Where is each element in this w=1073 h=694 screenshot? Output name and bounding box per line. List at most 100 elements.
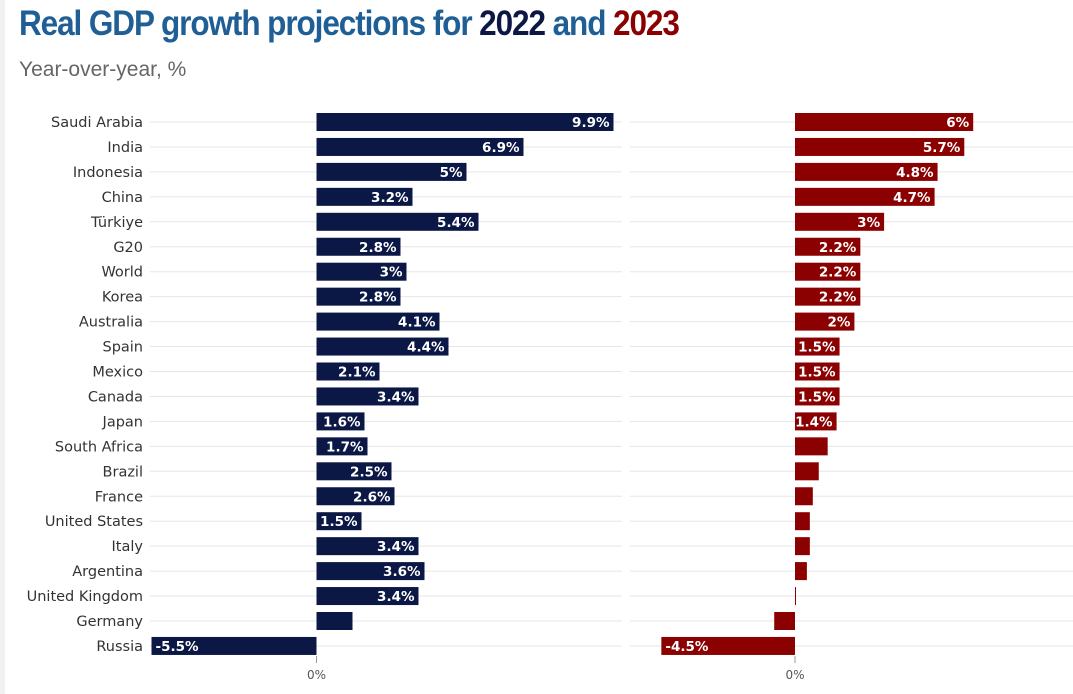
category-label: Indonesia — [73, 165, 143, 181]
category-label: G20 — [113, 240, 143, 256]
title-year-2023: 2023 — [613, 4, 680, 43]
bar-2023 — [795, 437, 828, 456]
bar-2023 — [795, 512, 810, 531]
bar-2023 — [795, 562, 807, 581]
bar-2022 — [316, 437, 368, 456]
data-label-2022: 2.8% — [359, 290, 397, 306]
bar-2022 — [316, 487, 395, 506]
category-label: Italy — [112, 539, 144, 555]
chart-title: Real GDP growth projections for 2022 and… — [19, 4, 680, 44]
bar-2023 — [795, 162, 938, 181]
bar-2023 — [795, 187, 935, 206]
data-label-2022: 3.4% — [377, 389, 415, 405]
title-and: and — [544, 4, 614, 43]
data-label-2023: 2% — [827, 315, 850, 331]
bar-2023 — [661, 636, 795, 655]
bar-2023 — [795, 537, 810, 556]
bar-2022 — [316, 362, 380, 381]
category-label: Türkiye — [90, 215, 143, 231]
bar-2022 — [316, 312, 440, 331]
data-label-2022: 4.4% — [407, 340, 445, 356]
chart-subtitle: Year-over-year, % — [19, 58, 187, 81]
data-label-2022: 4.1% — [398, 315, 436, 331]
bar-2023 — [795, 113, 974, 131]
bar-2022 — [316, 337, 449, 356]
title-year-2022: 2022 — [479, 4, 546, 43]
bar-2023 — [795, 287, 861, 306]
data-label-2023: 2.2% — [819, 290, 857, 306]
bar-2022 — [316, 162, 467, 181]
bar-2022 — [316, 187, 413, 206]
data-label-2022: 2.5% — [350, 464, 388, 480]
bar-2023 — [795, 462, 819, 481]
bar-2022 — [316, 587, 419, 606]
data-label-2023: 4.7% — [893, 190, 931, 206]
bar-2023 — [795, 212, 885, 231]
bar-2022 — [316, 137, 524, 156]
category-label: Germany — [76, 614, 143, 630]
data-label-2023: 4.8% — [896, 165, 934, 181]
data-label-2022: 2.8% — [359, 240, 397, 256]
category-label: United States — [45, 514, 143, 530]
data-label-2023: 5.7% — [923, 140, 961, 156]
data-label-2022: 3.4% — [377, 589, 415, 605]
bar-2022 — [316, 287, 401, 306]
data-label-2023: 6% — [946, 115, 969, 131]
data-label-2022: 3.4% — [377, 539, 415, 555]
data-label-2023: 2.2% — [819, 265, 857, 281]
data-label-2022: 2.1% — [338, 365, 376, 381]
bar-2023 — [774, 612, 795, 630]
category-label: India — [107, 140, 143, 156]
category-label: Korea — [102, 290, 143, 306]
category-label: Saudi Arabia — [51, 115, 143, 131]
data-label-2023: -4.5% — [665, 639, 709, 655]
bar-2022 — [151, 636, 317, 655]
category-label: Spain — [102, 340, 143, 356]
data-label-2022: 1.5% — [320, 514, 358, 530]
category-label: Japan — [102, 414, 143, 430]
category-label: France — [95, 489, 143, 505]
bar-2023 — [795, 137, 965, 156]
bar-2023 — [795, 387, 840, 406]
category-label: World — [101, 265, 143, 281]
bar-2022 — [316, 612, 353, 630]
data-label-2023: 3% — [857, 215, 880, 231]
data-label-2023: 1.5% — [798, 389, 836, 405]
bar-2023 — [795, 262, 861, 281]
title-text: Real GDP growth projections for — [19, 4, 480, 43]
zero-tick-label: 0% — [307, 668, 326, 682]
bar-2022 — [316, 212, 479, 231]
data-label-2022: 3.6% — [383, 564, 421, 580]
category-label: Argentina — [72, 564, 143, 580]
bar-2022 — [316, 412, 365, 431]
zero-tick-label: 0% — [785, 668, 804, 682]
category-label: Mexico — [92, 365, 143, 381]
bar-2022 — [316, 262, 407, 281]
data-label-2022: 3.2% — [371, 190, 409, 206]
bar-2022 — [316, 512, 362, 531]
data-label-2022: 3% — [380, 265, 403, 281]
bar-2023 — [795, 412, 837, 431]
data-label-2023: 2.2% — [819, 240, 857, 256]
data-label-2023: 1.5% — [798, 340, 836, 356]
bar-2022 — [316, 537, 419, 556]
category-label: Australia — [79, 315, 143, 331]
data-label-2022: 1.6% — [323, 414, 361, 430]
bar-2023 — [795, 487, 813, 506]
category-label: Brazil — [103, 464, 143, 480]
bar-2022 — [316, 237, 401, 256]
bar-2023 — [795, 362, 840, 381]
category-label: Canada — [88, 389, 143, 405]
data-label-2022: 6.9% — [482, 140, 520, 156]
data-label-2022: 9.9% — [572, 115, 610, 131]
category-label: South Africa — [55, 439, 143, 455]
data-label-2022: 5% — [440, 165, 463, 181]
bar-2023 — [795, 587, 796, 606]
bar-2022 — [316, 462, 392, 481]
category-label: China — [102, 190, 143, 206]
category-label: United Kingdom — [27, 589, 143, 605]
data-label-2022: -5.5% — [156, 639, 200, 655]
bar-2023 — [795, 337, 840, 356]
bar-2022 — [316, 562, 425, 581]
